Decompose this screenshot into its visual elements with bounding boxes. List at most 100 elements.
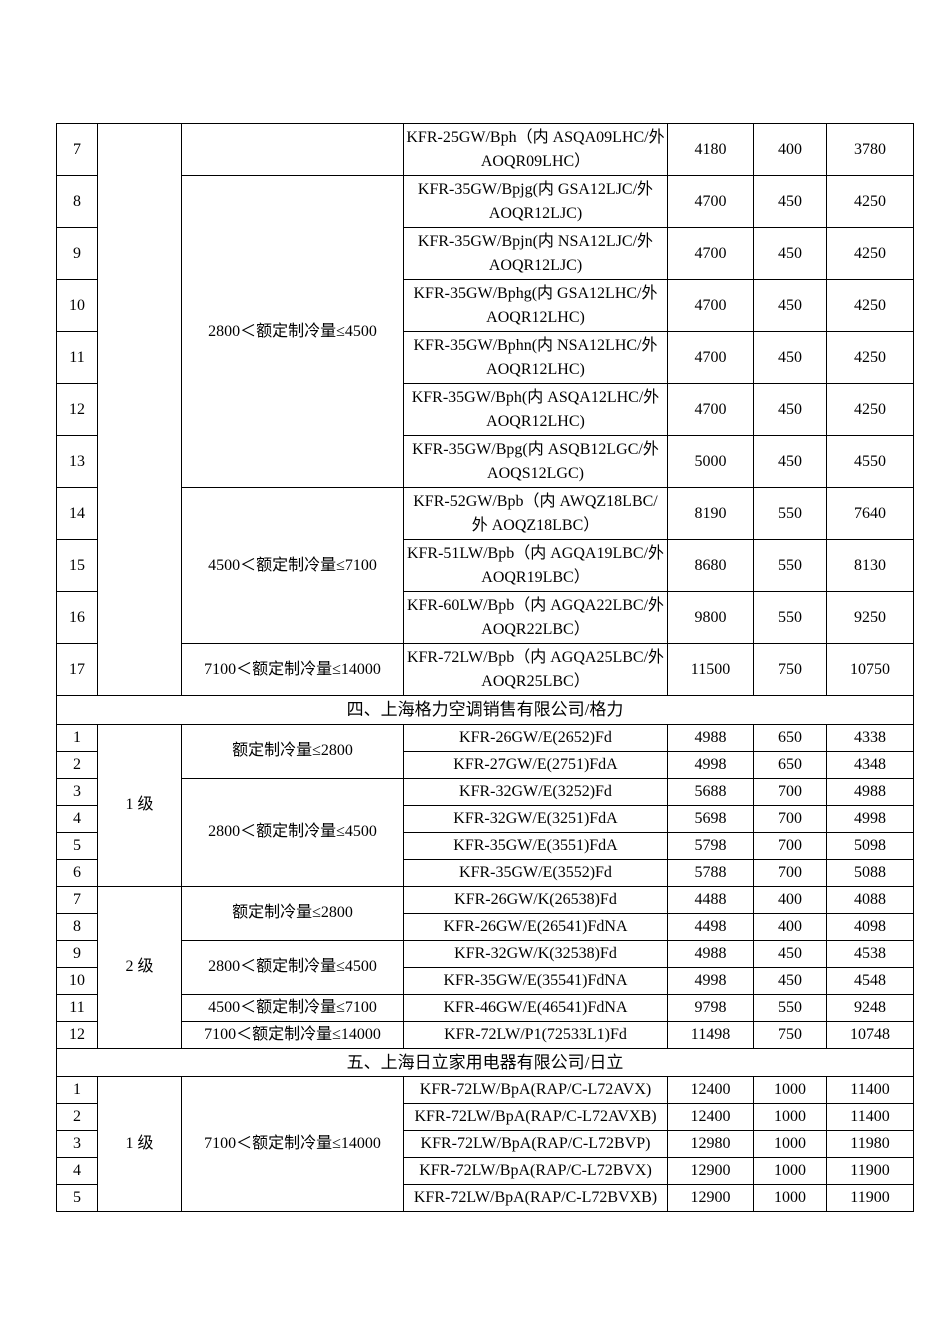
row-number-cell: 10 <box>56 279 98 332</box>
row-number-cell: 12 <box>56 1020 98 1049</box>
subsidy-cell: 1000 <box>753 1076 827 1104</box>
after-subsidy-price-cell: 10748 <box>826 1020 914 1049</box>
after-subsidy-price-cell: 4338 <box>826 723 914 752</box>
subsidy-cell: 450 <box>753 966 827 995</box>
row-number-cell: 12 <box>56 383 98 436</box>
subsidy-cell: 550 <box>753 993 827 1022</box>
price-cell: 5798 <box>667 831 754 860</box>
table-row: 16 KFR-60LW/Bpb（内 AGQA22LBC/外 AOQR22LBC）… <box>56 591 914 644</box>
table-row: 2 KFR-27GW/E(2751)FdA 4998 650 4348 <box>56 750 914 779</box>
price-cell: 4988 <box>667 723 754 752</box>
after-subsidy-price-cell: 4550 <box>826 435 914 488</box>
section-header: 五、上海日立家用电器有限公司/日立 <box>56 1047 914 1077</box>
subsidy-cell: 1000 <box>753 1103 827 1131</box>
row-number-cell: 4 <box>56 804 98 833</box>
row-number-cell: 9 <box>56 227 98 280</box>
table-row: 14 4500＜额定制冷量≤7100 KFR-52GW/Bpb（内 AWQZ18… <box>56 487 914 644</box>
after-subsidy-price-cell: 11400 <box>826 1076 914 1104</box>
after-subsidy-price-cell: 4250 <box>826 175 914 228</box>
subsidy-cell: 550 <box>753 591 827 644</box>
capacity-range-cell: 2800＜额定制冷量≤4500 <box>181 777 404 887</box>
subsidy-cell: 1000 <box>753 1157 827 1185</box>
ac-price-table: 7 KFR-25GW/Bph（内 ASQA09LHC/外 AOQR09LHC） … <box>56 123 914 1212</box>
price-cell: 9800 <box>667 591 754 644</box>
after-subsidy-price-cell: 5088 <box>826 858 914 887</box>
after-subsidy-price-cell: 4348 <box>826 750 914 779</box>
row-number-cell: 15 <box>56 539 98 592</box>
price-cell: 4998 <box>667 750 754 779</box>
subsidy-cell: 450 <box>753 383 827 436</box>
subsidy-cell: 550 <box>753 487 827 540</box>
energy-level-cell <box>97 123 182 696</box>
price-cell: 5000 <box>667 435 754 488</box>
subsidy-cell: 700 <box>753 777 827 806</box>
model-cell: KFR-72LW/BpA(RAP/C-L72BVX) <box>403 1157 668 1185</box>
model-cell: KFR-35GW/E(3551)FdA <box>403 831 668 860</box>
model-cell: KFR-32GW/E(3251)FdA <box>403 804 668 833</box>
row-number-cell: 2 <box>56 750 98 779</box>
price-cell: 5788 <box>667 858 754 887</box>
model-cell: KFR-60LW/Bpb（内 AGQA22LBC/外 AOQR22LBC） <box>403 591 668 644</box>
row-number-cell: 3 <box>56 777 98 806</box>
table-row: 四、上海格力空调销售有限公司/格力 <box>56 695 914 725</box>
after-subsidy-price-cell: 5098 <box>826 831 914 860</box>
table-row: 4 KFR-72LW/BpA(RAP/C-L72BVX) 12900 1000 … <box>56 1157 914 1185</box>
price-cell: 4498 <box>667 912 754 941</box>
table-row: 17 7100＜额定制冷量≤14000 KFR-72LW/Bpb（内 AGQA2… <box>56 643 914 696</box>
price-cell: 5688 <box>667 777 754 806</box>
table-row: 12 KFR-35GW/Bph(内 ASQA12LHC/外 AOQR12LHC)… <box>56 383 914 436</box>
capacity-range-cell: 7100＜额定制冷量≤14000 <box>181 1076 404 1212</box>
price-cell: 4700 <box>667 331 754 384</box>
model-cell: KFR-26GW/E(2652)Fd <box>403 723 668 752</box>
price-cell: 11498 <box>667 1020 754 1049</box>
subsidy-cell: 700 <box>753 831 827 860</box>
row-number-cell: 11 <box>56 331 98 384</box>
capacity-range-cell: 2800＜额定制冷量≤4500 <box>181 175 404 488</box>
table-row: 7 KFR-25GW/Bph（内 ASQA09LHC/外 AOQR09LHC） … <box>56 123 914 696</box>
price-cell: 12900 <box>667 1184 754 1212</box>
model-cell: KFR-52GW/Bpb（内 AWQZ18LBC/外 AOQZ18LBC） <box>403 487 668 540</box>
subsidy-cell: 750 <box>753 1020 827 1049</box>
price-cell: 4700 <box>667 383 754 436</box>
table-row: 9 KFR-35GW/Bpjn(内 NSA12LJC/外 AOQR12LJC) … <box>56 227 914 280</box>
subsidy-cell: 1000 <box>753 1184 827 1212</box>
table-row: 1 1 级 额定制冷量≤2800 KFR-26GW/E(2652)Fd 4988… <box>56 723 914 887</box>
price-cell: 8680 <box>667 539 754 592</box>
model-cell: KFR-26GW/K(26538)Fd <box>403 885 668 914</box>
after-subsidy-price-cell: 9248 <box>826 993 914 1022</box>
table-row: 3 2800＜额定制冷量≤4500 KFR-32GW/E(3252)Fd 568… <box>56 777 914 887</box>
table-row: 13 KFR-35GW/Bpg(内 ASQB12LGC/外 AOQS12LGC)… <box>56 435 914 488</box>
row-number-cell: 17 <box>56 643 98 696</box>
model-cell: KFR-35GW/E(3552)Fd <box>403 858 668 887</box>
price-cell: 8190 <box>667 487 754 540</box>
row-number-cell: 5 <box>56 1184 98 1212</box>
row-number-cell: 5 <box>56 831 98 860</box>
after-subsidy-price-cell: 4538 <box>826 939 914 968</box>
after-subsidy-price-cell: 4988 <box>826 777 914 806</box>
table-row: 7 2 级 额定制冷量≤2800 KFR-26GW/K(26538)Fd 448… <box>56 885 914 1049</box>
after-subsidy-price-cell: 4250 <box>826 331 914 384</box>
model-cell: KFR-32GW/K(32538)Fd <box>403 939 668 968</box>
table-row: 11 4500＜额定制冷量≤7100 KFR-46GW/E(46541)FdNA… <box>56 993 914 1022</box>
capacity-range-cell: 额定制冷量≤2800 <box>181 885 404 941</box>
after-subsidy-price-cell: 4998 <box>826 804 914 833</box>
price-cell: 9798 <box>667 993 754 1022</box>
after-subsidy-price-cell: 11900 <box>826 1157 914 1185</box>
model-cell: KFR-27GW/E(2751)FdA <box>403 750 668 779</box>
subsidy-cell: 450 <box>753 939 827 968</box>
model-cell: KFR-35GW/E(35541)FdNA <box>403 966 668 995</box>
row-number-cell: 13 <box>56 435 98 488</box>
subsidy-cell: 450 <box>753 175 827 228</box>
row-number-cell: 16 <box>56 591 98 644</box>
capacity-range-cell: 7100＜额定制冷量≤14000 <box>181 643 404 696</box>
price-cell: 12400 <box>667 1103 754 1131</box>
row-number-cell: 8 <box>56 912 98 941</box>
row-number-cell: 6 <box>56 858 98 887</box>
model-cell: KFR-26GW/E(26541)FdNA <box>403 912 668 941</box>
subsidy-cell: 450 <box>753 331 827 384</box>
row-number-cell: 1 <box>56 1076 98 1104</box>
table-row: 2 KFR-72LW/BpA(RAP/C-L72AVXB) 12400 1000… <box>56 1103 914 1131</box>
subsidy-cell: 450 <box>753 435 827 488</box>
capacity-range-cell <box>181 123 404 176</box>
